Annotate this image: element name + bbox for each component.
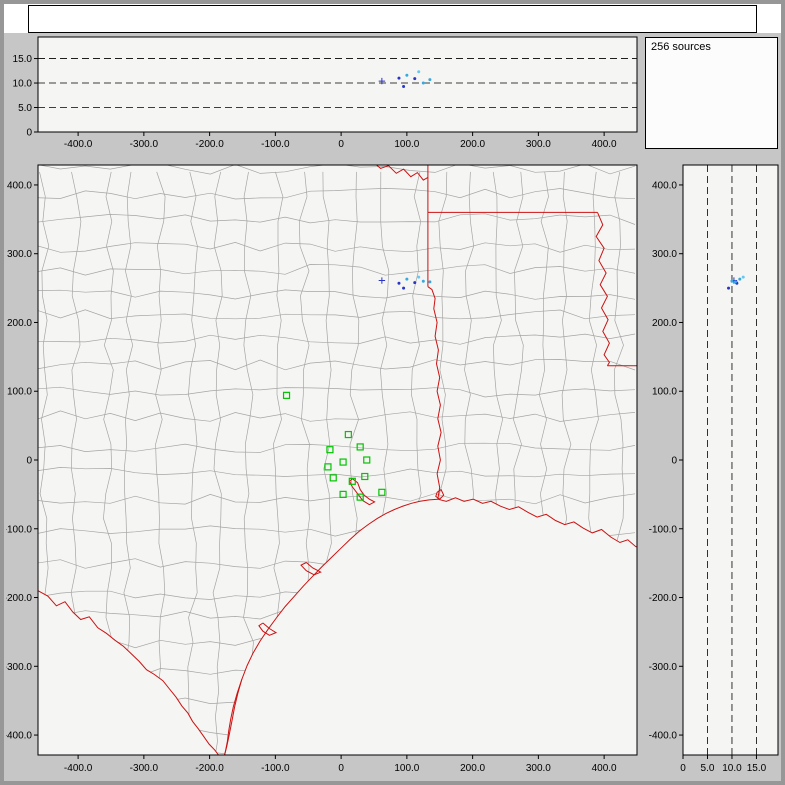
svg-text:-100.0: -100.0	[649, 524, 678, 535]
svg-text:-100.0: -100.0	[261, 139, 290, 150]
svg-text:300.0: 300.0	[526, 763, 551, 774]
state-borders-coastline	[38, 165, 637, 755]
svg-text:-400.0: -400.0	[6, 731, 32, 742]
svg-text:-100.0: -100.0	[261, 763, 290, 774]
svg-text:400.0: 400.0	[592, 763, 617, 774]
svg-text:0: 0	[671, 456, 677, 467]
svg-text:10.0: 10.0	[722, 763, 742, 774]
svg-text:-400.0: -400.0	[64, 763, 93, 774]
svg-text:5.0: 5.0	[701, 763, 715, 774]
title-strip: Houston Lightning Mapping Array 1900-200…	[4, 4, 781, 53]
svg-text:-100.0: -100.0	[6, 524, 32, 535]
svg-text:100.0: 100.0	[394, 763, 419, 774]
plan-view-panel: -400.0 -300.0 -200.0 -100.0 0 100.0 200.0 300.0…	[6, 164, 638, 774]
svg-text:100.0: 100.0	[7, 387, 32, 398]
svg-text:5.0: 5.0	[18, 103, 32, 114]
border-mississippi-river	[595, 212, 610, 367]
border-tx-la-border	[427, 286, 442, 500]
border-rio-grande	[38, 590, 220, 755]
svg-text:0: 0	[26, 128, 32, 139]
source-count-box: 256 sources	[645, 37, 778, 149]
svg-text:0: 0	[338, 763, 344, 774]
ns-altitude-panel: 0 5.0 10.0 15.0 -400.0 -300.0 -200.0 -100.0 0 100…	[649, 164, 779, 774]
svg-text:100.0: 100.0	[652, 387, 677, 398]
svg-text:15.0: 15.0	[13, 54, 33, 65]
svg-text:200.0: 200.0	[460, 763, 485, 774]
border-matagorda-bay	[300, 562, 322, 576]
svg-text:-200.0: -200.0	[195, 763, 224, 774]
title-bar: Houston Lightning Mapping Array 1900-200…	[28, 5, 757, 53]
svg-text:-200.0: -200.0	[6, 593, 32, 604]
svg-text:300.0: 300.0	[7, 249, 32, 260]
border-laguna-madre	[223, 679, 243, 755]
lma-stations-layer	[282, 391, 386, 501]
svg-text:300.0: 300.0	[652, 249, 677, 260]
ns-altitude-axes: 0 5.0 10.0 15.0 -400.0 -300.0 -200.0 -100.0 0 100…	[649, 180, 767, 774]
svg-text:-300.0: -300.0	[130, 139, 159, 150]
ew-sources-layer	[378, 70, 432, 88]
svg-text:200.0: 200.0	[652, 318, 677, 329]
svg-text:200.0: 200.0	[460, 139, 485, 150]
svg-text:400.0: 400.0	[652, 180, 677, 191]
border-sabine-lake	[435, 488, 445, 500]
svg-text:0: 0	[680, 763, 686, 774]
svg-text:-300.0: -300.0	[649, 662, 678, 673]
svg-text:300.0: 300.0	[526, 139, 551, 150]
ns-sources-layer	[727, 275, 745, 290]
border-coastline	[224, 497, 637, 755]
svg-text:0: 0	[26, 456, 32, 467]
border-red-river	[375, 165, 429, 181]
svg-text:400.0: 400.0	[7, 180, 32, 191]
ew-altitude-axes: 0 5.0 10.0 15.0 -400.0 -300.0 -200.0 -100.0 0 100…	[13, 54, 618, 150]
svg-text:-300.0: -300.0	[130, 763, 159, 774]
border-galveston-bay	[349, 478, 376, 506]
ew-altitude-panel: 0 5.0 10.0 15.0 -400.0 -300.0 -200.0 -100.0 0 100…	[13, 36, 638, 150]
svg-text:-400.0: -400.0	[64, 139, 93, 150]
svg-text:10.0: 10.0	[13, 79, 33, 90]
water-mexico-mask	[38, 497, 637, 755]
source-count-label: 256 sources	[651, 41, 711, 53]
svg-text:-400.0: -400.0	[649, 731, 678, 742]
svg-text:0: 0	[338, 139, 344, 150]
svg-text:-200.0: -200.0	[195, 139, 224, 150]
svg-text:400.0: 400.0	[592, 139, 617, 150]
svg-text:200.0: 200.0	[7, 318, 32, 329]
svg-text:-200.0: -200.0	[649, 593, 678, 604]
plan-sources-layer	[378, 275, 432, 290]
plan-axes: -400.0 -300.0 -200.0 -100.0 0 100.0 200.0 300.0…	[6, 180, 617, 774]
border-corpus-christi-bay	[258, 622, 278, 636]
svg-text:100.0: 100.0	[394, 139, 419, 150]
svg-text:15.0: 15.0	[747, 763, 767, 774]
svg-text:-300.0: -300.0	[6, 662, 32, 673]
